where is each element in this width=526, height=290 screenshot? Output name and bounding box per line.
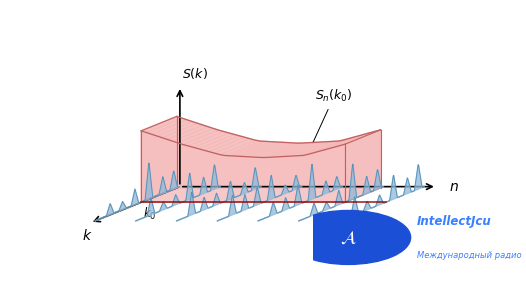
Polygon shape bbox=[157, 122, 198, 138]
Polygon shape bbox=[173, 127, 214, 143]
Polygon shape bbox=[217, 175, 302, 221]
Polygon shape bbox=[204, 136, 245, 152]
Polygon shape bbox=[219, 140, 260, 155]
Text: $\mathcal{A}$: $\mathcal{A}$ bbox=[340, 229, 357, 246]
Polygon shape bbox=[151, 120, 193, 136]
Polygon shape bbox=[178, 128, 219, 144]
Polygon shape bbox=[298, 141, 339, 156]
Polygon shape bbox=[188, 132, 229, 147]
Polygon shape bbox=[199, 135, 239, 150]
Polygon shape bbox=[267, 143, 308, 157]
Polygon shape bbox=[299, 164, 384, 221]
Polygon shape bbox=[308, 138, 349, 154]
Text: $k$: $k$ bbox=[82, 228, 92, 242]
Text: $S_n(k_0)$: $S_n(k_0)$ bbox=[313, 88, 353, 143]
Polygon shape bbox=[141, 117, 182, 133]
Polygon shape bbox=[146, 118, 187, 134]
Polygon shape bbox=[183, 130, 224, 146]
Polygon shape bbox=[136, 165, 221, 221]
Polygon shape bbox=[258, 164, 343, 221]
Polygon shape bbox=[319, 135, 360, 151]
Polygon shape bbox=[277, 142, 318, 157]
Polygon shape bbox=[329, 133, 370, 148]
Polygon shape bbox=[225, 141, 266, 156]
Polygon shape bbox=[272, 142, 312, 157]
Polygon shape bbox=[167, 125, 208, 141]
Polygon shape bbox=[230, 142, 271, 156]
Text: $n$: $n$ bbox=[449, 180, 459, 194]
Polygon shape bbox=[282, 142, 323, 157]
Text: Международный радио: Международный радио bbox=[417, 251, 521, 260]
Polygon shape bbox=[194, 133, 234, 149]
Polygon shape bbox=[235, 142, 276, 156]
Polygon shape bbox=[340, 130, 381, 146]
Polygon shape bbox=[251, 143, 292, 157]
Polygon shape bbox=[345, 130, 381, 202]
Polygon shape bbox=[177, 117, 381, 188]
Polygon shape bbox=[162, 123, 203, 139]
Polygon shape bbox=[214, 139, 255, 155]
Polygon shape bbox=[176, 168, 261, 221]
Circle shape bbox=[286, 211, 411, 264]
Polygon shape bbox=[313, 137, 355, 153]
Polygon shape bbox=[288, 142, 328, 156]
Polygon shape bbox=[324, 134, 365, 150]
Polygon shape bbox=[339, 165, 424, 221]
Polygon shape bbox=[256, 143, 297, 157]
Polygon shape bbox=[141, 188, 381, 202]
Polygon shape bbox=[335, 131, 376, 147]
Polygon shape bbox=[209, 137, 250, 153]
Polygon shape bbox=[240, 142, 281, 157]
Polygon shape bbox=[261, 143, 302, 157]
Polygon shape bbox=[95, 163, 180, 221]
Polygon shape bbox=[141, 131, 345, 202]
Polygon shape bbox=[303, 140, 344, 155]
Text: $S(k)$: $S(k)$ bbox=[182, 66, 208, 81]
Polygon shape bbox=[293, 141, 333, 156]
Text: IntellectJcu: IntellectJcu bbox=[417, 215, 492, 228]
Polygon shape bbox=[141, 117, 177, 202]
Polygon shape bbox=[246, 142, 287, 157]
Text: $k_0$: $k_0$ bbox=[143, 206, 157, 222]
